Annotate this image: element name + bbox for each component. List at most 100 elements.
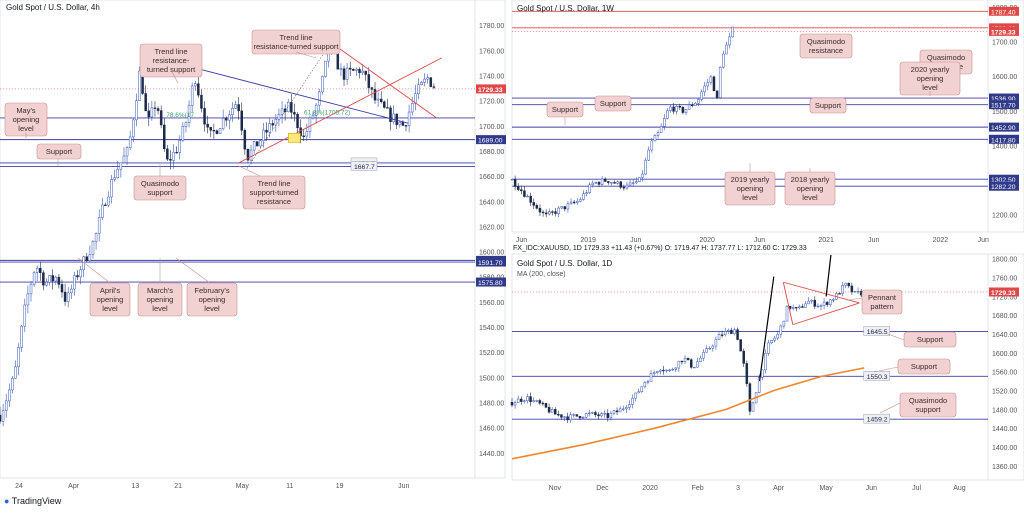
y-tick-label: 1640.00 bbox=[992, 332, 1017, 339]
y-tick-label: 1700.00 bbox=[479, 124, 504, 131]
candle-body bbox=[355, 69, 358, 71]
candle-body bbox=[510, 402, 514, 406]
candle-body bbox=[745, 363, 749, 384]
y-tick-label: 1440.00 bbox=[992, 426, 1017, 433]
level-tag bbox=[989, 134, 1019, 144]
fib-label: 61.8%(1705.72) bbox=[304, 109, 350, 116]
level-box bbox=[863, 413, 891, 424]
candle-body bbox=[339, 68, 343, 70]
annotation-pointer bbox=[238, 165, 261, 177]
candle-body bbox=[751, 402, 755, 412]
candle-body bbox=[822, 301, 826, 306]
candle-body bbox=[70, 288, 73, 294]
candle-body bbox=[166, 148, 169, 160]
candle-body bbox=[731, 26, 734, 38]
y-tick-label: 1460.00 bbox=[479, 426, 504, 433]
candle-body bbox=[398, 122, 402, 125]
x-tick-label: 19 bbox=[336, 483, 344, 490]
candle-body bbox=[228, 114, 231, 121]
candle-body bbox=[218, 128, 222, 134]
candle-body bbox=[410, 103, 414, 113]
candle-body bbox=[709, 76, 713, 83]
flagpole-arrow bbox=[758, 276, 775, 382]
annotation-text: Support bbox=[46, 147, 73, 156]
candle-body bbox=[4, 400, 8, 411]
candle-body bbox=[764, 353, 767, 371]
candle-body bbox=[184, 122, 188, 127]
callout-trendline-support-turned-resistance bbox=[242, 175, 306, 210]
current-price-tag bbox=[989, 26, 1019, 36]
candle-body bbox=[156, 108, 160, 111]
candle-body bbox=[395, 113, 398, 125]
candle-body bbox=[107, 196, 110, 206]
candle-body bbox=[718, 66, 722, 99]
current-price-label: 1729.33 bbox=[991, 29, 1016, 36]
y-tick-label: 1600.00 bbox=[992, 74, 1017, 81]
candle-body bbox=[730, 329, 733, 334]
candle-body bbox=[271, 123, 274, 126]
x-tick-label: 24 bbox=[15, 483, 23, 490]
x-tick-label: 11 bbox=[286, 483, 293, 490]
candle-body bbox=[696, 361, 699, 368]
y-tick-label: 1400.00 bbox=[992, 445, 1017, 452]
annotation-text: May's bbox=[16, 106, 36, 115]
annotation-text: opening bbox=[917, 74, 944, 83]
candle-body bbox=[613, 182, 616, 184]
candle-body bbox=[782, 320, 786, 327]
x-tick-label: Jun bbox=[398, 483, 409, 490]
candle-body bbox=[392, 113, 395, 123]
candle-body bbox=[616, 181, 619, 184]
y-tick-label: 1720.00 bbox=[992, 294, 1017, 301]
candle-body bbox=[646, 381, 650, 383]
candle-body bbox=[345, 67, 349, 80]
candle-body bbox=[666, 110, 669, 119]
candle-body bbox=[426, 77, 429, 80]
candle-body bbox=[554, 211, 557, 214]
level-box bbox=[863, 326, 891, 336]
candle-body bbox=[723, 331, 727, 336]
candle-body bbox=[606, 413, 610, 418]
level-box bbox=[350, 161, 378, 171]
candle-body bbox=[268, 123, 271, 133]
y-tick-label: 1800.00 bbox=[992, 257, 1017, 264]
pennant-upper-line bbox=[783, 281, 860, 304]
annotation-pointer bbox=[879, 402, 901, 414]
candle-body bbox=[663, 118, 666, 127]
annotation-text: level bbox=[802, 193, 818, 202]
candle-body bbox=[810, 299, 813, 302]
annotation-text: Quasimodo bbox=[909, 396, 947, 405]
candle-body bbox=[640, 386, 644, 392]
candle-body bbox=[526, 396, 529, 401]
candle-body bbox=[302, 135, 305, 137]
candle-body bbox=[597, 414, 600, 417]
annotation-pointer bbox=[887, 333, 905, 341]
trendline-support-turned-resistance bbox=[237, 57, 442, 164]
candle-body bbox=[816, 305, 820, 308]
trendline-resistance bbox=[327, 39, 438, 119]
candle-body bbox=[42, 272, 45, 286]
candle-body bbox=[610, 182, 613, 184]
panel-w1: 1800.001700.001600.001500.001400.001300.… bbox=[510, 0, 1024, 244]
x-tick-label: Jun bbox=[754, 237, 765, 244]
candle-body bbox=[665, 369, 668, 372]
candle-body bbox=[429, 77, 433, 87]
candle-body bbox=[672, 106, 675, 112]
candle-body bbox=[520, 398, 523, 402]
candle-body bbox=[314, 104, 318, 116]
candle-body bbox=[652, 372, 656, 374]
candle-body bbox=[305, 131, 309, 137]
level-tag bbox=[989, 174, 1019, 184]
candle-body bbox=[832, 299, 835, 301]
candle-body bbox=[720, 334, 724, 336]
x-tick-label: 2020 bbox=[642, 485, 658, 492]
candle-body bbox=[352, 69, 355, 71]
candle-body bbox=[200, 94, 203, 109]
candle-body bbox=[110, 179, 113, 198]
y-tick-label: 1780.00 bbox=[479, 23, 504, 30]
candle-body bbox=[529, 195, 532, 203]
candle-body bbox=[255, 141, 259, 147]
candle-body bbox=[699, 357, 702, 362]
annotation-text: opening bbox=[737, 184, 764, 193]
candle-body bbox=[324, 60, 327, 77]
candle-body bbox=[51, 275, 54, 282]
